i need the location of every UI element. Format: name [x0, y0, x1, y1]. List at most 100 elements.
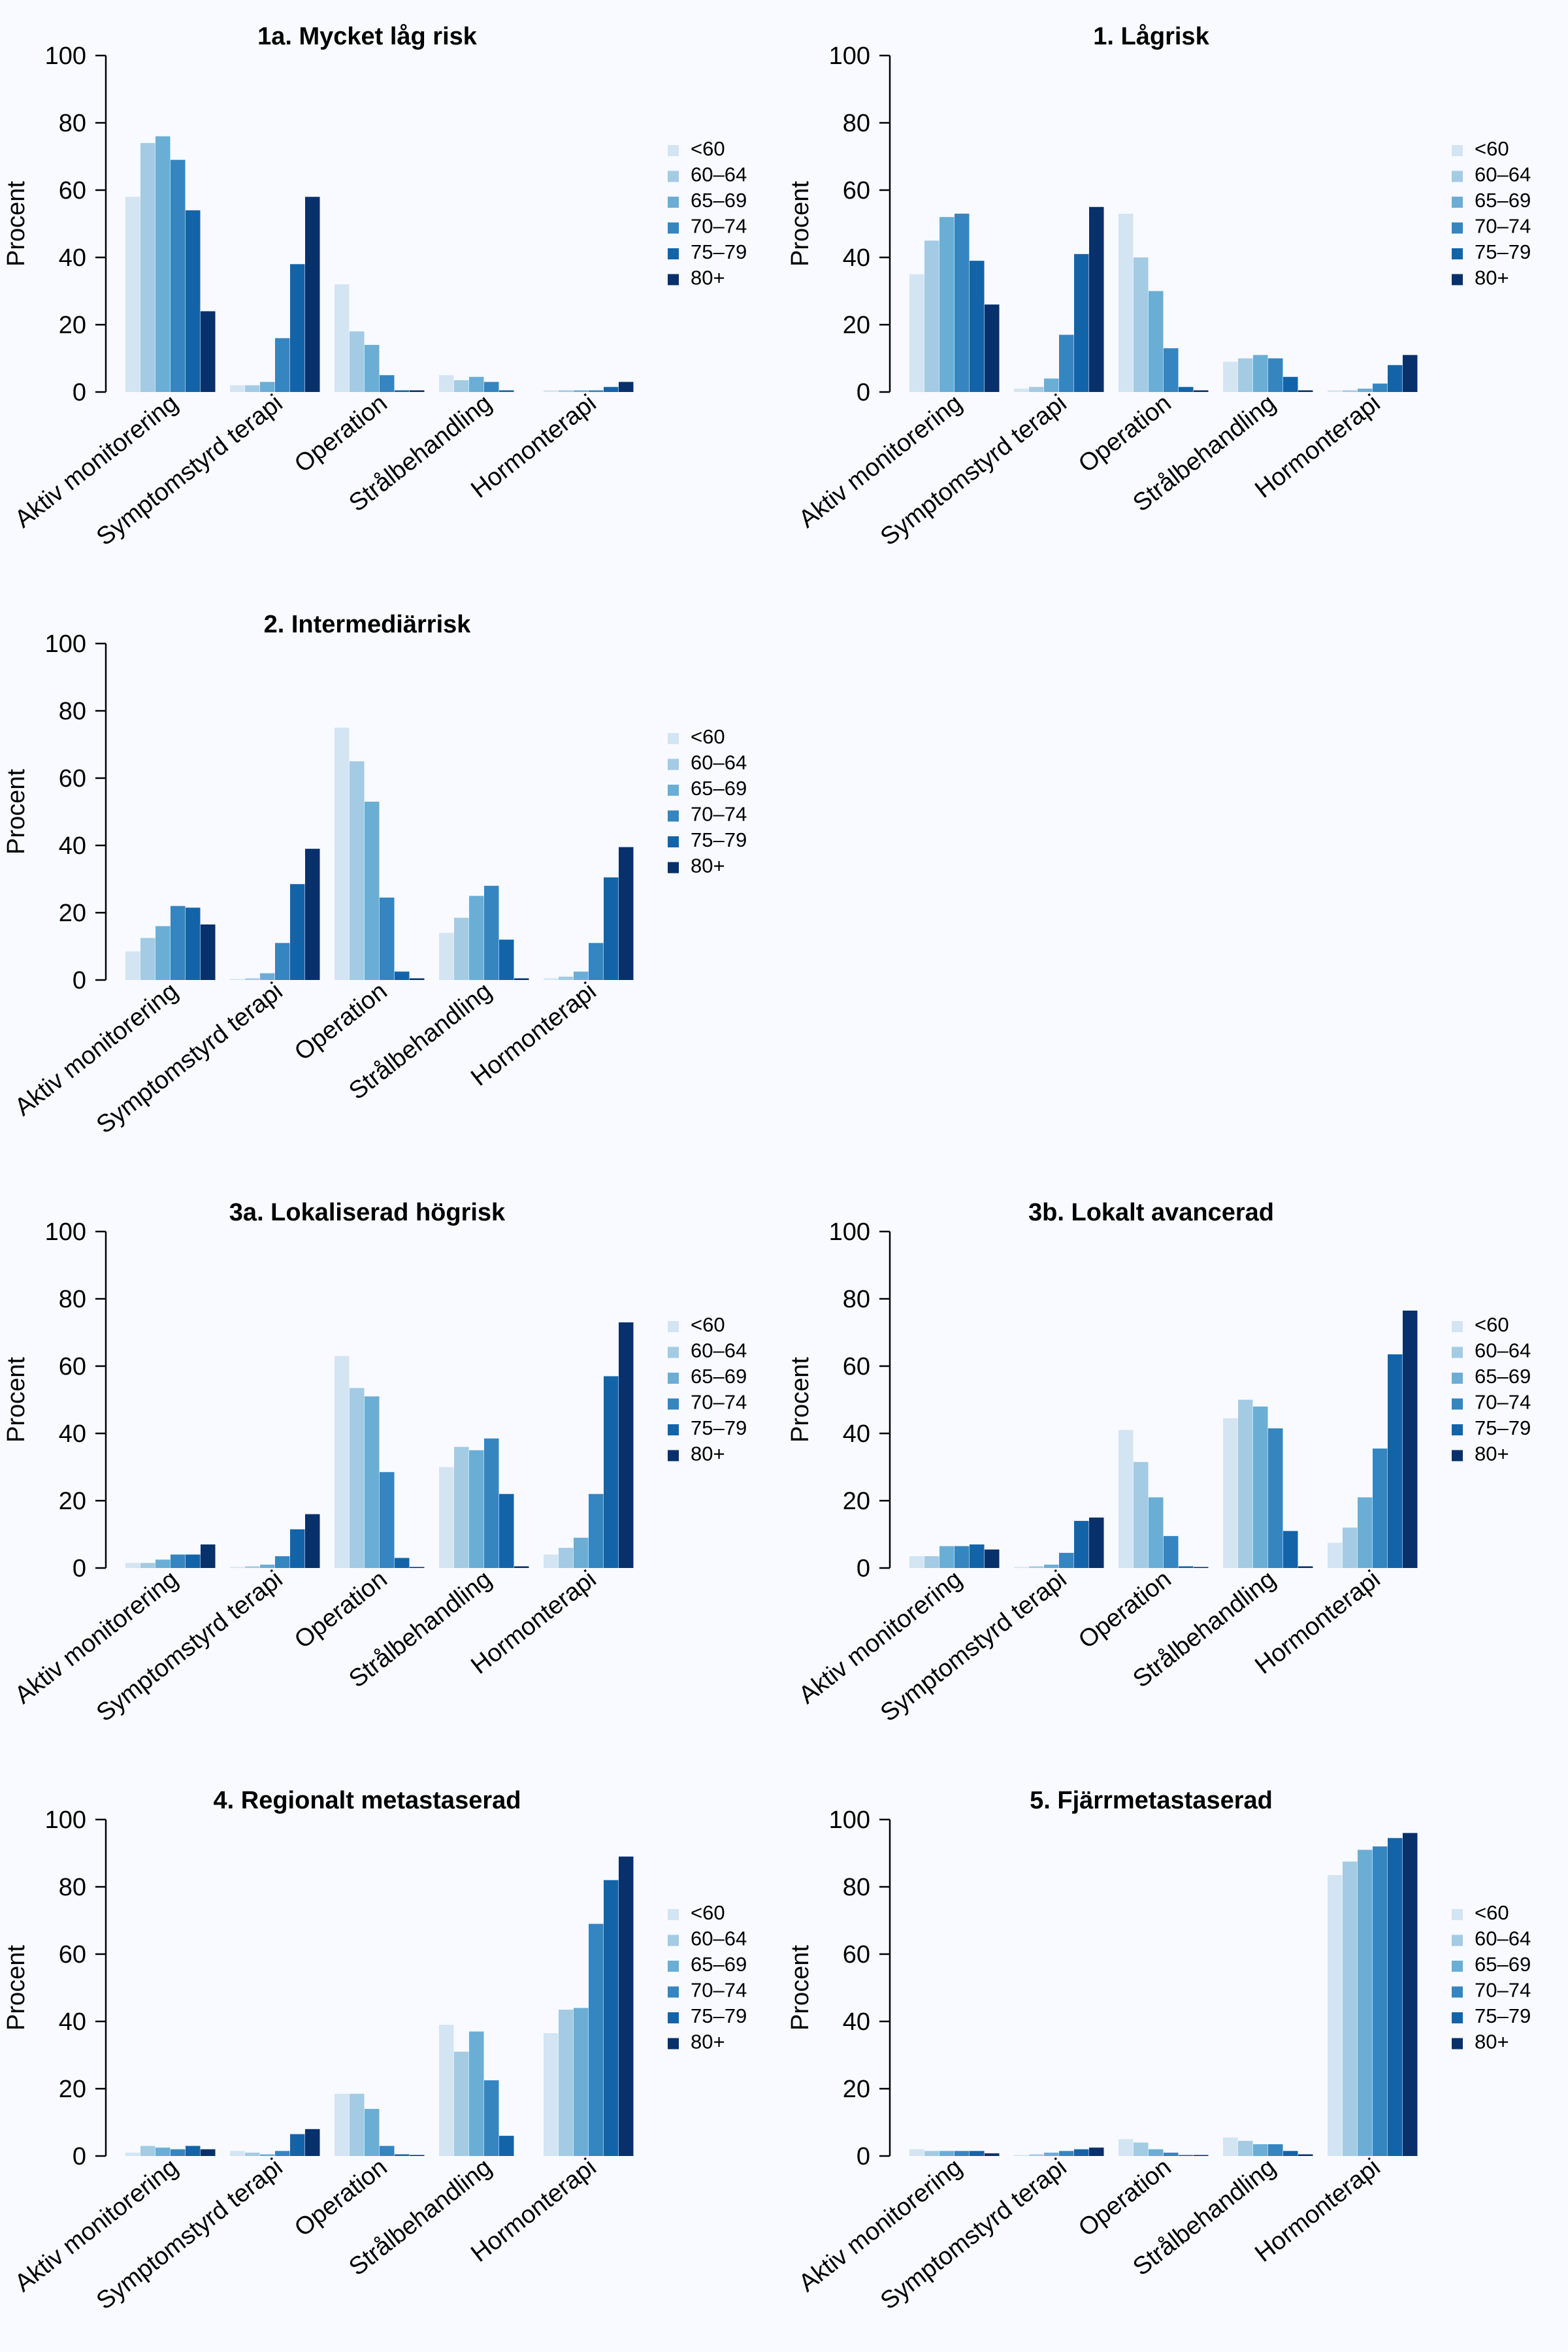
bar: [410, 978, 425, 980]
bar: [970, 2151, 985, 2156]
bar: [1089, 1517, 1104, 1568]
bar: [305, 2129, 320, 2156]
bar: [1179, 1566, 1194, 1568]
bar: [410, 390, 425, 392]
bar: [1343, 1527, 1358, 1568]
bar: [290, 2134, 305, 2156]
bar: [909, 2149, 924, 2156]
bar: [619, 847, 634, 980]
y-tick-label: 60: [59, 765, 86, 792]
legend-label: 65–69: [691, 777, 747, 800]
legend-swatch: [1452, 197, 1463, 208]
legend-swatch: [668, 836, 679, 847]
bar: [939, 217, 955, 392]
y-tick-label: 20: [843, 312, 870, 339]
bar: [245, 2152, 260, 2156]
bar: [290, 1529, 305, 1568]
y-tick-label: 100: [45, 42, 86, 70]
bar: [380, 2146, 395, 2156]
legend-swatch: [668, 274, 679, 286]
legend-label: 80+: [691, 1443, 725, 1465]
y-axis-label: Procent: [3, 769, 30, 855]
bar: [350, 1388, 365, 1568]
bar: [1388, 1838, 1403, 2156]
bar: [1328, 1874, 1343, 2156]
legend-label: 60–64: [1475, 163, 1531, 186]
legend-swatch: [1452, 1424, 1463, 1435]
bar: [589, 1923, 604, 2156]
bar: [335, 727, 350, 980]
chart-title: 1. Lågrisk: [1093, 23, 1209, 50]
legend-swatch: [668, 1935, 679, 1946]
bar: [1343, 1861, 1358, 2156]
bar: [1149, 1497, 1164, 1568]
legend-label: <60: [691, 1901, 725, 1924]
bar: [1373, 384, 1388, 392]
bar: [439, 932, 454, 980]
legend-label: 65–69: [691, 1365, 747, 1388]
chart-panel: 5. Fjärrmetastaserad020406080100ProcentA…: [787, 1787, 1531, 2315]
bar: [1283, 376, 1298, 392]
bar: [1268, 2144, 1283, 2156]
bar: [1119, 1429, 1134, 1568]
bar: [484, 885, 499, 980]
bar: [260, 973, 275, 980]
bar: [544, 978, 559, 980]
bar: [155, 136, 171, 392]
y-tick-label: 60: [59, 1353, 86, 1380]
legend-swatch: [668, 759, 679, 770]
y-tick-label: 100: [829, 1806, 870, 1834]
legend-swatch: [668, 1986, 679, 1998]
bar: [589, 390, 604, 392]
y-axis-label: Procent: [787, 181, 814, 267]
x-tick-label: Symptomstyrd terapi: [91, 977, 287, 1139]
bar: [230, 1567, 245, 1568]
bar: [290, 264, 305, 392]
bar: [1253, 1406, 1268, 1568]
bar: [484, 2080, 499, 2156]
bar: [260, 2154, 275, 2156]
chart-title: 3a. Lokaliserad högrisk: [229, 1199, 506, 1226]
bar: [439, 2025, 454, 2156]
legend-swatch: [1452, 1373, 1463, 1384]
legend-label: 65–69: [1475, 1953, 1531, 1976]
bar: [985, 1549, 1000, 1568]
x-tick-label: Symptomstyrd terapi: [875, 389, 1071, 551]
bar: [1134, 2142, 1149, 2156]
bar: [484, 1438, 499, 1568]
y-axis-label: Procent: [3, 181, 30, 267]
bar: [1149, 291, 1164, 392]
bar: [1074, 253, 1089, 392]
y-tick-label: 0: [73, 1555, 86, 1582]
y-tick-label: 100: [45, 1218, 86, 1246]
y-tick-label: 80: [843, 1874, 870, 1901]
y-tick-label: 80: [843, 1286, 870, 1313]
legend-swatch: [1452, 1398, 1463, 1410]
bar: [350, 331, 365, 392]
y-tick-label: 80: [59, 1874, 86, 1901]
bar: [1059, 1552, 1074, 1568]
bar: [1029, 2154, 1044, 2156]
bar: [454, 917, 469, 980]
legend-label: 65–69: [691, 189, 747, 212]
bar: [1328, 390, 1343, 392]
bar: [260, 1564, 275, 1568]
bar: [1358, 1850, 1373, 2156]
bar: [439, 375, 454, 392]
bar: [970, 261, 985, 392]
legend-swatch: [1452, 1909, 1463, 1920]
bar: [1253, 2144, 1268, 2156]
legend-label: <60: [691, 1313, 725, 1336]
bar: [1358, 1497, 1373, 1568]
legend-swatch: [1452, 171, 1463, 182]
bar: [1223, 361, 1238, 392]
bar: [469, 896, 484, 980]
bar: [380, 1472, 395, 1568]
bar: [230, 979, 245, 980]
bar: [924, 1556, 939, 1568]
bar: [1074, 1520, 1089, 1568]
bar: [335, 2093, 350, 2156]
y-tick-label: 20: [59, 1488, 86, 1515]
bar: [559, 976, 574, 980]
